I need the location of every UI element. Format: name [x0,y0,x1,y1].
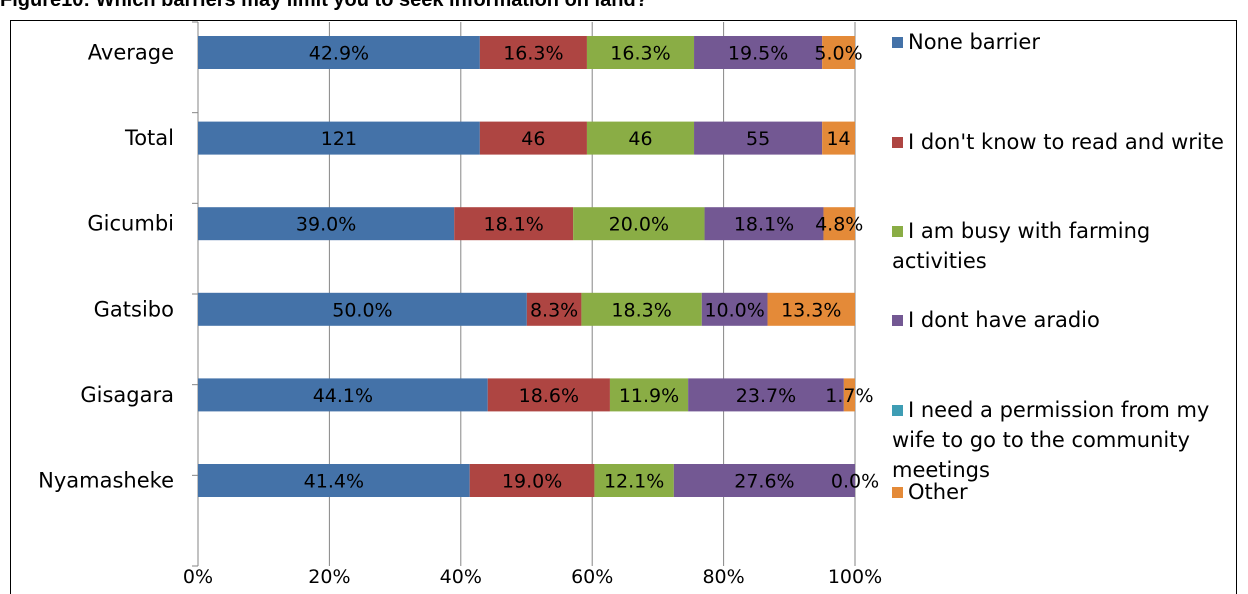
bar-segment [609,378,689,412]
bar-segment [469,464,595,497]
bar-data-label: 18.1% [484,214,544,236]
bar-segment [673,464,855,497]
bar-data-label: 5.0% [814,43,862,65]
bar-segment [694,36,823,69]
x-tick-label: 20% [308,566,350,588]
bar-data-label: 121 [321,128,357,150]
category-label: Gicumbi [87,212,174,236]
bar-data-label: 23.7% [736,385,796,407]
bar-data-label: 12.1% [604,471,664,493]
bar-segment [688,378,844,412]
legend-item: I don't know to read and write [892,127,1242,157]
legend-label: I am busy with farming activities [892,219,1151,273]
bar-segment [694,121,823,155]
bar-data-label: 18.6% [519,385,579,407]
bar-segment [823,207,855,241]
bar-data-label: 16.3% [503,43,563,65]
bar-segment [487,378,610,412]
legend-label: Other [908,480,968,504]
bar-data-label: 20.0% [609,214,669,236]
bar-segment [704,207,824,241]
x-tick-label: 60% [571,566,613,588]
legend-item: Other [892,477,1242,507]
legend-item: I need a permission from my wife to go t… [892,395,1242,485]
bar-segment [581,292,702,326]
legend-item: I dont have aradio [892,305,1242,335]
legend-swatch [892,37,903,48]
bar-segment [198,207,455,241]
legend-swatch [892,315,903,326]
bar-segment [822,121,855,155]
category-label: Total [124,126,174,150]
legend-swatch [892,405,903,416]
bar-segment [586,121,695,155]
chart-frame [10,20,1237,594]
bar-data-label: 18.3% [611,299,671,321]
bar-segment [479,36,587,69]
bar-segment [479,121,587,155]
category-label: Average [88,41,174,65]
legend-item: None barrier [892,27,1242,57]
bar-segment [594,464,674,497]
legend-label: I don't know to read and write [908,130,1224,154]
legend-label: None barrier [908,30,1040,54]
x-tick-label: 80% [702,566,744,588]
bar-data-label: 1.7% [825,385,873,407]
bar-segment [198,292,527,326]
bar-data-label: 8.3% [530,299,578,321]
bar-segment [198,464,470,497]
bar-segment [454,207,574,241]
legend-swatch [892,487,903,498]
legend-swatch [892,137,903,148]
bar-segment [586,36,695,69]
category-label: Gatsibo [94,297,174,321]
bar-data-label: 19.0% [502,471,562,493]
category-label: Gisagara [80,383,174,407]
x-tick-label: 0% [183,566,213,588]
legend-item: I am busy with farming activities [892,216,1242,276]
bar-data-label: 13.3% [781,299,841,321]
bar-data-label: 27.6% [734,471,794,493]
bar-data-label: 46 [521,128,545,150]
bar-data-label: 19.5% [728,43,788,65]
bar-data-label: 50.0% [332,299,392,321]
bar-data-label: 4.8% [815,214,863,236]
bar-data-label: 14 [826,128,850,150]
bar-segment [198,121,480,155]
x-tick-label: 40% [440,566,482,588]
x-tick-label: 100% [828,566,882,588]
bar-segment [767,292,855,326]
legend-label: I dont have aradio [908,308,1100,332]
bar-segment [843,378,855,412]
bar-data-label: 55 [746,128,770,150]
bar-data-label: 16.3% [610,43,670,65]
bar-segment [822,36,855,69]
legend-label: I need a permission from my wife to go t… [892,398,1210,482]
bar-segment [526,292,582,326]
chart-title: Figure10: Which barriers may limit you t… [0,0,648,11]
bar-data-label: 10.0% [704,299,764,321]
bar-data-label: 44.1% [313,385,373,407]
bar-data-label: 11.9% [619,385,679,407]
bar-data-label: 42.9% [309,43,369,65]
bar-data-label: 18.1% [734,214,794,236]
bar-segment [198,36,480,69]
bar-data-label: 39.0% [296,214,356,236]
category-label: Nyamasheke [38,469,174,493]
bar-segment [701,292,768,326]
bar-data-label: 0.0% [831,471,879,493]
bar-segment [198,378,488,412]
legend-swatch [892,226,903,237]
bar-data-label: 41.4% [304,471,364,493]
bar-segment [573,207,705,241]
bar-data-label: 46 [628,128,652,150]
